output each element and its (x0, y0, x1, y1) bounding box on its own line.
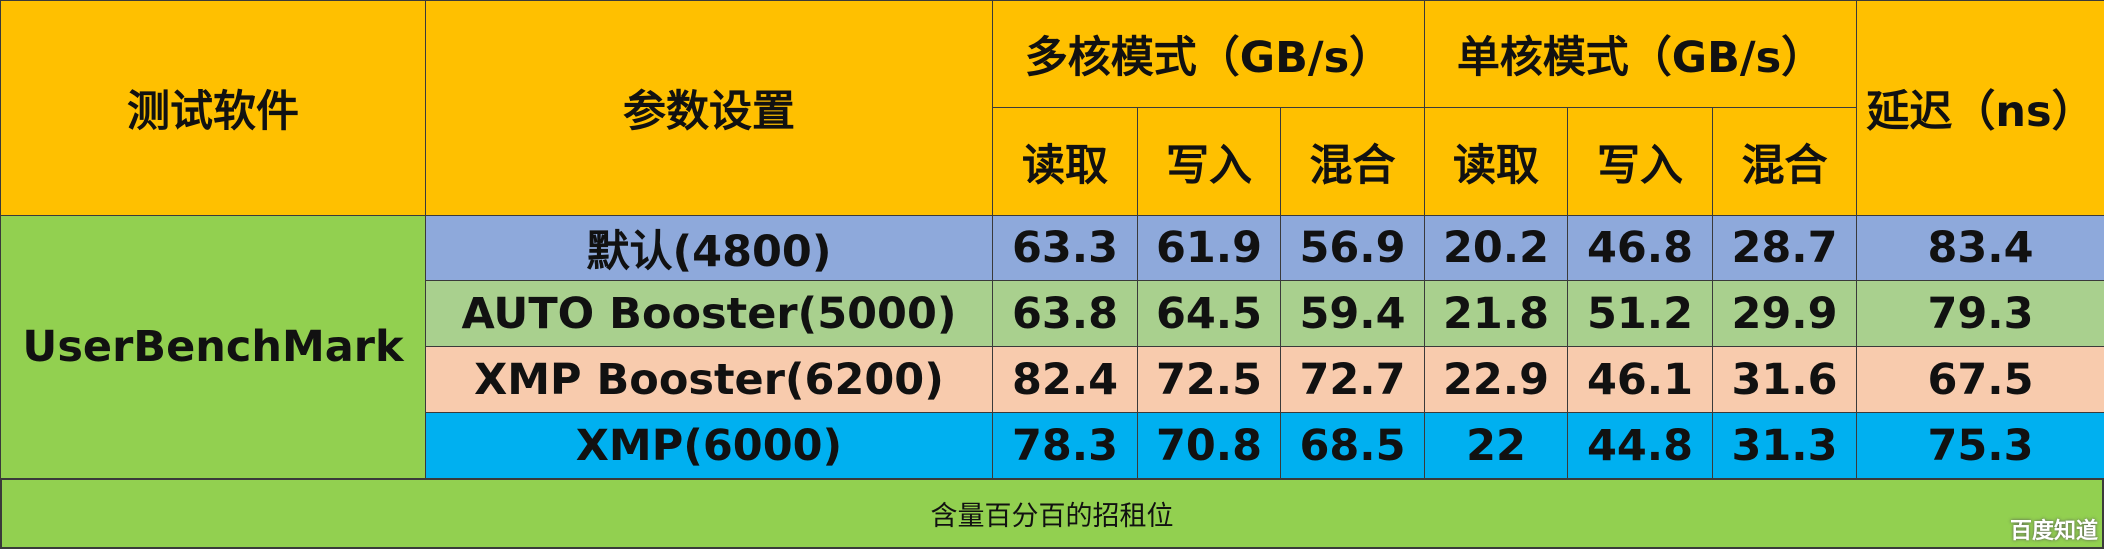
value-cell: 63.3 (992, 215, 1138, 281)
value-cell: 46.1 (1567, 346, 1713, 413)
value-cell: 78.3 (992, 412, 1138, 479)
setting-cell: AUTO Booster(5000) (425, 280, 993, 347)
value-cell: 72.5 (1137, 346, 1281, 413)
value-cell: 82.4 (992, 346, 1138, 413)
header-cell: 测试软件 (0, 0, 426, 216)
watermark: 百度知道 (2009, 519, 2098, 544)
setting-cell: XMP Booster(6200) (425, 346, 993, 413)
value-cell: 22.9 (1424, 346, 1568, 413)
header-cell: 延迟（ns） (1856, 0, 2104, 216)
setting-cell: XMP(6000) (425, 412, 993, 479)
value-cell: 79.3 (1856, 280, 2104, 347)
value-cell: 20.2 (1424, 215, 1568, 281)
sub-header: 混合 (1712, 107, 1857, 216)
sub-header: 写入 (1137, 107, 1281, 216)
value-cell: 46.8 (1567, 215, 1713, 281)
sub-header: 读取 (1424, 107, 1568, 216)
value-cell: 83.4 (1856, 215, 2104, 281)
value-cell: 31.3 (1712, 412, 1857, 479)
value-cell: 61.9 (1137, 215, 1281, 281)
sub-header: 写入 (1567, 107, 1713, 216)
setting-cell: 默认(4800) (425, 215, 993, 281)
value-cell: 68.5 (1280, 412, 1425, 479)
group-header: 多核模式（GB/s） (992, 0, 1425, 108)
software-cell: UserBenchMark (0, 215, 426, 479)
value-cell: 21.8 (1424, 280, 1568, 347)
group-header: 单核模式（GB/s） (1424, 0, 1857, 108)
value-cell: 22 (1424, 412, 1568, 479)
value-cell: 59.4 (1280, 280, 1425, 347)
value-cell: 64.5 (1137, 280, 1281, 347)
sub-header: 混合 (1280, 107, 1425, 216)
value-cell: 72.7 (1280, 346, 1425, 413)
value-cell: 28.7 (1712, 215, 1857, 281)
value-cell: 44.8 (1567, 412, 1713, 479)
sub-header: 读取 (992, 107, 1138, 216)
value-cell: 63.8 (992, 280, 1138, 347)
value-cell: 75.3 (1856, 412, 2104, 479)
footer: 含量百分百的招租位 (0, 478, 2104, 549)
value-cell: 67.5 (1856, 346, 2104, 413)
value-cell: 56.9 (1280, 215, 1425, 281)
value-cell: 29.9 (1712, 280, 1857, 347)
value-cell: 70.8 (1137, 412, 1281, 479)
value-cell: 51.2 (1567, 280, 1713, 347)
header-cell: 参数设置 (425, 0, 993, 216)
value-cell: 31.6 (1712, 346, 1857, 413)
